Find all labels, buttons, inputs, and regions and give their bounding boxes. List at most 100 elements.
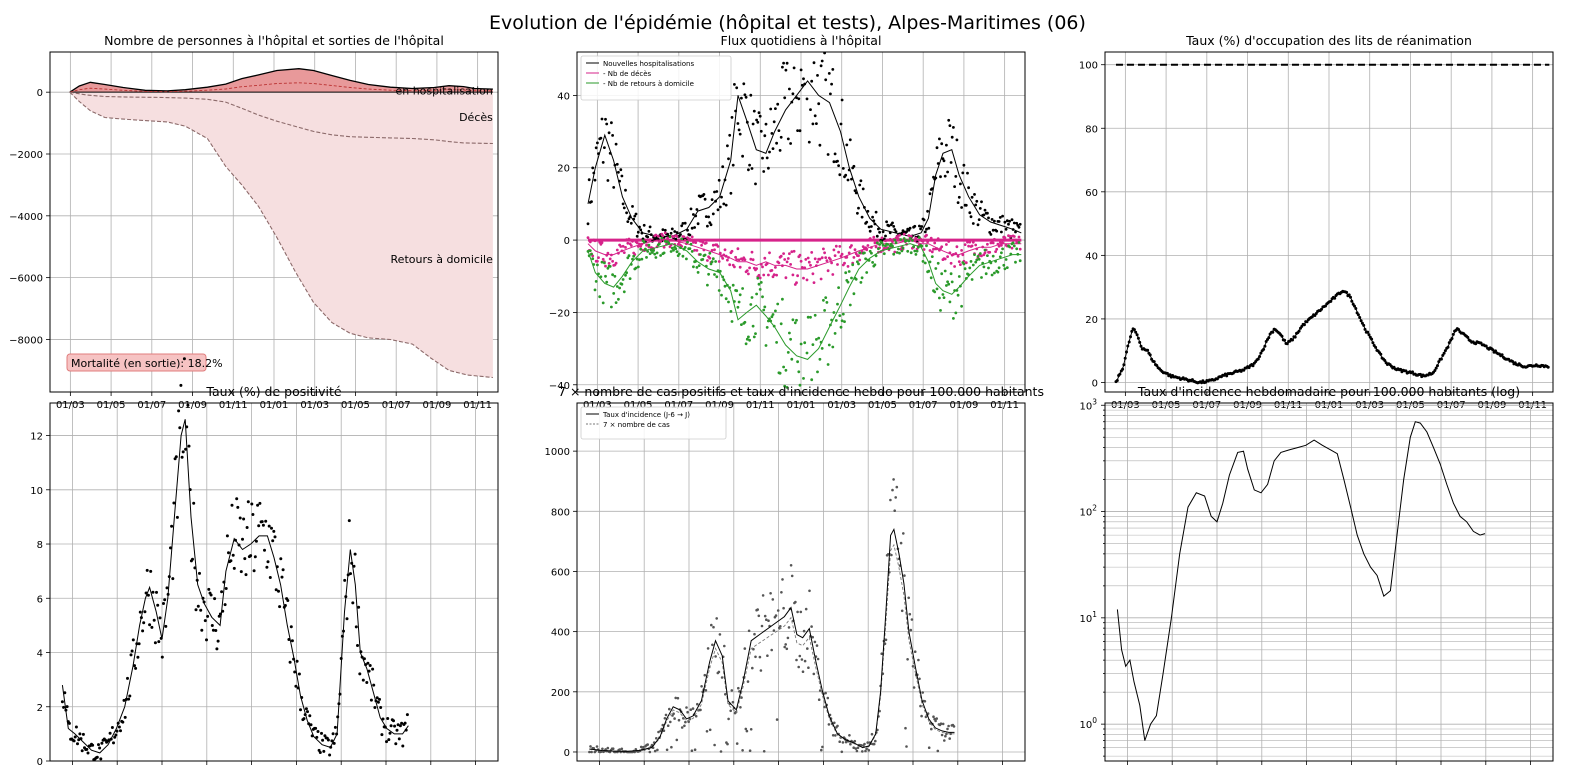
data-point [942, 296, 946, 299]
data-point [847, 251, 851, 255]
data-point [711, 643, 714, 647]
data-point [851, 263, 855, 267]
series-line-incidence [589, 527, 955, 752]
data-point [137, 642, 141, 646]
data-point [903, 574, 906, 577]
data-point [328, 753, 332, 757]
data-point [639, 745, 643, 749]
data-point [984, 272, 988, 276]
data-point [970, 244, 974, 248]
data-point [267, 524, 271, 528]
data-point [718, 251, 722, 255]
data-point [586, 236, 590, 240]
data-point [741, 749, 744, 752]
data-point [918, 677, 921, 681]
y-tick-label: 103 [1079, 397, 1097, 412]
data-point [945, 143, 948, 147]
data-point [254, 539, 258, 543]
data-point [731, 163, 735, 167]
data-point [894, 496, 897, 499]
data-point [846, 265, 850, 268]
data-point [618, 748, 621, 751]
data-point [809, 263, 812, 267]
data-point [184, 447, 188, 451]
data-point [735, 86, 739, 90]
data-point [841, 741, 845, 744]
data-point [962, 262, 966, 266]
data-point [930, 255, 934, 258]
data-point [718, 269, 722, 273]
data-point [755, 267, 758, 270]
data-point [715, 190, 719, 193]
x-tick-label: 01/01 [260, 400, 289, 411]
data-point [672, 235, 675, 239]
data-point [847, 270, 851, 273]
data-point [871, 238, 874, 242]
data-point [122, 698, 126, 702]
data-point [706, 283, 709, 287]
data-point [990, 273, 994, 277]
data-point [800, 658, 804, 661]
data-point [767, 619, 770, 622]
data-point [843, 261, 846, 265]
data-point [744, 727, 748, 731]
data-point [956, 201, 960, 205]
data-point [146, 593, 150, 597]
data-point [836, 263, 839, 266]
x-tick-label: 01/03 [300, 400, 329, 411]
data-point [935, 287, 939, 291]
data-point [721, 257, 725, 260]
data-point [214, 629, 218, 632]
data-point [799, 259, 803, 263]
data-point [196, 604, 200, 608]
data-point [901, 246, 905, 250]
data-point [1008, 219, 1011, 223]
data-point [744, 342, 748, 346]
data-point [800, 266, 804, 269]
data-point [653, 252, 657, 256]
data-point [824, 691, 827, 695]
data-point [95, 755, 99, 759]
data-point [764, 122, 768, 126]
data-point [366, 661, 370, 665]
y-tick-label: 20 [557, 164, 570, 175]
data-point [718, 205, 722, 209]
data-point [774, 614, 778, 617]
series-line-hospitalisation [69, 68, 493, 93]
data-point [128, 694, 132, 698]
data-point [708, 251, 712, 255]
data-point [697, 264, 701, 267]
data-point [821, 745, 824, 749]
legend-entry: Nouvelles hospitalisations [603, 60, 694, 68]
data-point [63, 691, 67, 695]
data-point [394, 742, 398, 746]
data-point [186, 403, 190, 407]
data-point [614, 142, 618, 146]
data-point [718, 633, 722, 636]
data-point [1017, 225, 1021, 229]
data-point [673, 717, 676, 720]
data-point [805, 278, 809, 282]
data-point [928, 249, 932, 252]
data-point [386, 717, 390, 720]
data-point [349, 572, 352, 576]
data-point [397, 737, 401, 741]
data-point [622, 290, 626, 294]
data-point [622, 251, 626, 255]
data-point [943, 174, 947, 178]
data-point [877, 247, 880, 251]
data-point [909, 628, 913, 632]
data-point [726, 258, 729, 262]
data-point [593, 288, 597, 292]
grid [577, 52, 1025, 392]
data-point [321, 738, 325, 742]
data-point [966, 171, 969, 175]
data-point [1001, 247, 1004, 251]
data-point [316, 730, 320, 733]
data-point [929, 236, 933, 240]
data-point [713, 743, 716, 747]
data-point [817, 102, 821, 106]
data-point [837, 164, 840, 167]
data-point [740, 96, 743, 100]
data-point [747, 272, 750, 276]
